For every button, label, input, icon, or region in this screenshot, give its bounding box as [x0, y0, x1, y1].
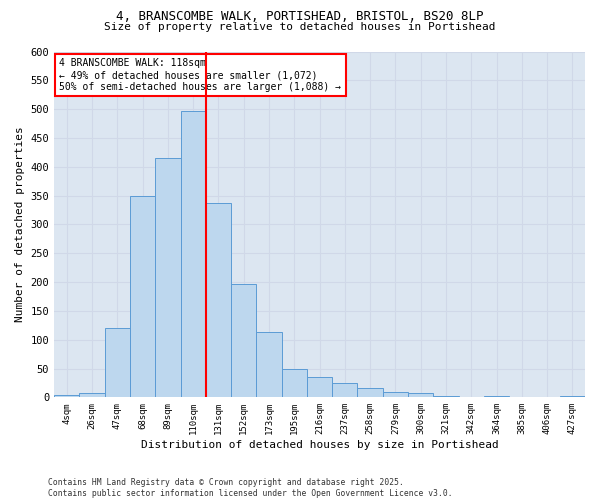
Bar	[231, 284, 256, 398]
Bar	[560, 396, 585, 398]
Bar	[307, 377, 332, 398]
Bar	[54, 395, 79, 398]
Y-axis label: Number of detached properties: Number of detached properties	[15, 126, 25, 322]
Bar	[408, 394, 433, 398]
Bar	[535, 397, 560, 398]
Bar	[79, 392, 105, 398]
Bar	[206, 203, 231, 398]
Text: Contains HM Land Registry data © Crown copyright and database right 2025.
Contai: Contains HM Land Registry data © Crown c…	[48, 478, 452, 498]
Bar	[130, 196, 155, 398]
Bar	[181, 111, 206, 398]
Bar	[383, 392, 408, 398]
Text: 4, BRANSCOMBE WALK, PORTISHEAD, BRISTOL, BS20 8LP: 4, BRANSCOMBE WALK, PORTISHEAD, BRISTOL,…	[116, 10, 484, 23]
Text: Size of property relative to detached houses in Portishead: Size of property relative to detached ho…	[104, 22, 496, 32]
Bar	[256, 332, 281, 398]
Bar	[105, 328, 130, 398]
Bar	[484, 396, 509, 398]
Text: 4 BRANSCOMBE WALK: 118sqm
← 49% of detached houses are smaller (1,072)
50% of se: 4 BRANSCOMBE WALK: 118sqm ← 49% of detac…	[59, 58, 341, 92]
Bar	[358, 388, 383, 398]
Bar	[433, 396, 458, 398]
Bar	[332, 383, 358, 398]
X-axis label: Distribution of detached houses by size in Portishead: Distribution of detached houses by size …	[141, 440, 499, 450]
Bar	[509, 397, 535, 398]
Bar	[281, 368, 307, 398]
Bar	[155, 158, 181, 398]
